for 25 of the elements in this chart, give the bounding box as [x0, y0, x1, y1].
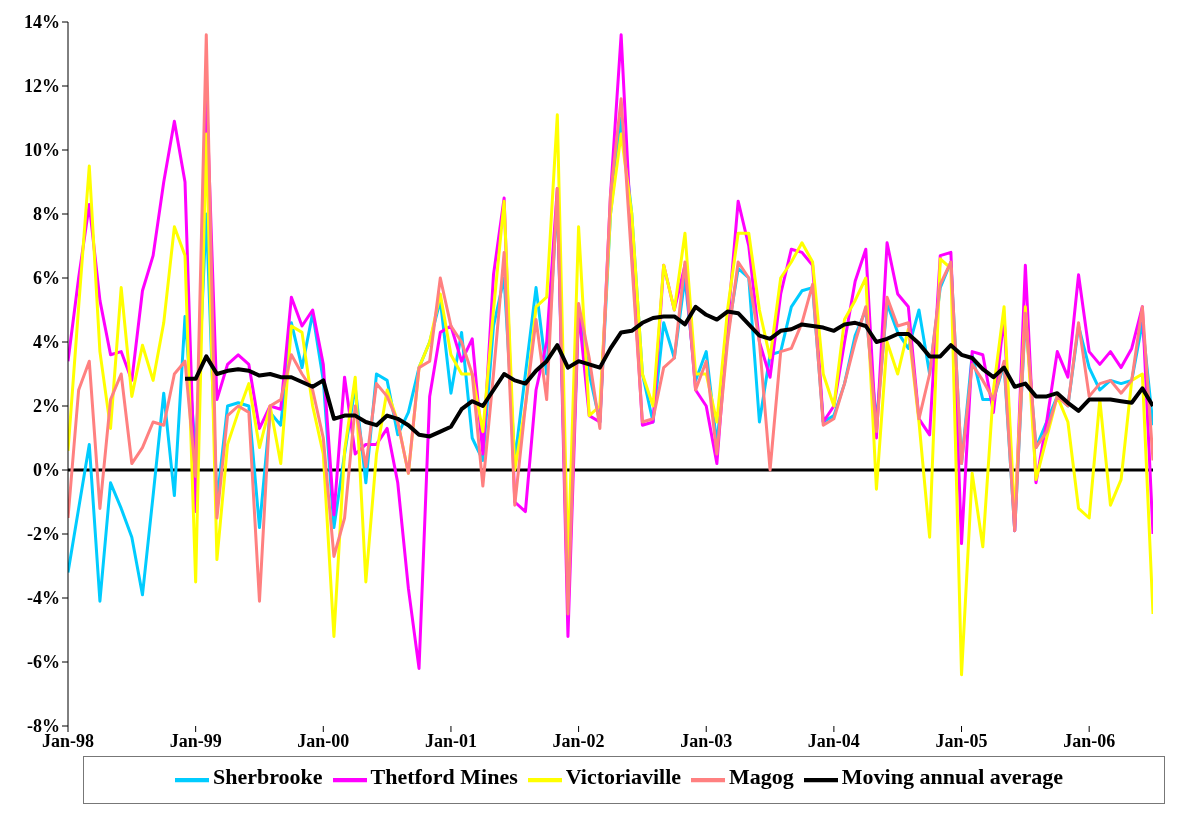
legend-label: Thetford Mines	[370, 763, 518, 789]
x-tick-label: Jan-03	[680, 730, 733, 751]
y-tick-label: 14%	[24, 12, 60, 33]
x-tick-label: Jan-00	[297, 730, 350, 751]
legend-label: Sherbrooke	[212, 763, 323, 789]
line-series	[183, 304, 1153, 439]
y-tick-label: 2%	[33, 396, 60, 417]
x-tick-label: Jan-02	[552, 730, 605, 751]
y-tick-label: 0%	[33, 460, 60, 481]
y-tick-label: -2%	[27, 524, 60, 545]
legend-label: Victoriaville	[565, 763, 682, 789]
y-tick-label: -4%	[27, 588, 60, 609]
x-tick-label: Jan-06	[1063, 730, 1116, 751]
legend-label: Moving annual average	[841, 763, 1064, 789]
x-tick-label: Jan-05	[935, 730, 988, 751]
y-tick-label: 12%	[24, 76, 60, 97]
y-tick-label: 8%	[33, 204, 60, 225]
x-tick-label: Jan-04	[807, 730, 860, 751]
y-tick-label: 6%	[33, 268, 60, 289]
y-tick-label: 4%	[33, 332, 60, 353]
x-tick-label: Jan-99	[169, 730, 222, 751]
y-tick-label: -6%	[27, 652, 60, 673]
x-tick-label: Jan-01	[424, 730, 477, 751]
legend-label: Magog	[729, 763, 794, 789]
y-tick-label: 10%	[24, 140, 60, 161]
